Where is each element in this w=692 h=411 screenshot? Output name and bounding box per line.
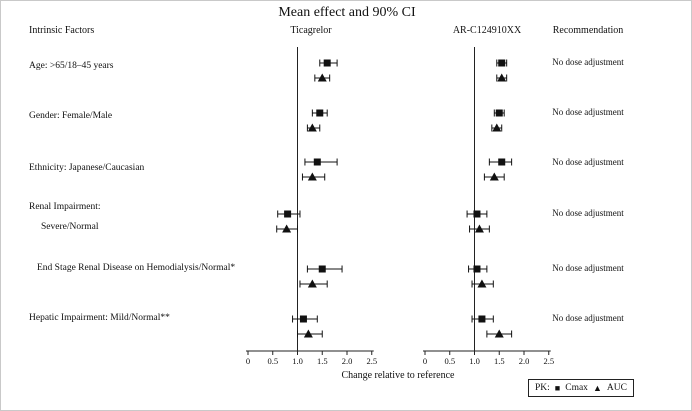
x-tick-label: 0.5 <box>267 356 278 366</box>
cmax-point-marker <box>323 59 331 67</box>
x-tick-label: 2.0 <box>342 356 353 366</box>
auc-point-marker <box>492 123 502 132</box>
x-tick-label: 0 <box>246 356 250 366</box>
x-tick-label: 2.5 <box>366 356 377 366</box>
auc-point-marker <box>497 73 507 82</box>
column-header-ticagrelor: Ticagrelor <box>290 25 332 36</box>
factor-label: Gender: Female/Male <box>29 111 113 121</box>
cmax-point-marker <box>473 265 481 273</box>
recommendation-label: No dose adjustment <box>552 57 624 67</box>
cmax-point-marker <box>495 109 503 117</box>
cmax-square-icon: ■ <box>554 382 561 393</box>
auc-point-marker <box>474 224 484 233</box>
x-tick-label: 1.5 <box>317 356 328 366</box>
factor-label: Severe/Normal <box>41 222 99 232</box>
cmax-point-marker <box>498 158 506 166</box>
recommendation-label: No dose adjustment <box>552 313 624 323</box>
x-tick-label: 2.5 <box>543 356 554 366</box>
cmax-point-marker <box>478 315 486 323</box>
x-tick-label: 0.5 <box>444 356 455 366</box>
x-tick-label: 1.5 <box>494 356 505 366</box>
x-tick-label: 1.0 <box>292 356 303 366</box>
auc-point-marker <box>307 279 317 288</box>
recommendation-label: No dose adjustment <box>552 107 624 117</box>
auc-point-marker <box>307 123 317 132</box>
factor-label: End Stage Renal Disease on Hemodialysis/… <box>37 263 236 273</box>
x-tick-label: 0 <box>423 356 427 366</box>
legend-cmax-label: Cmax <box>565 383 588 393</box>
factor-label: Hepatic Impairment: Mild/Normal** <box>29 313 170 323</box>
recommendation-label: No dose adjustment <box>552 263 624 273</box>
x-tick-label: 2.0 <box>519 356 530 366</box>
recommendation-label: No dose adjustment <box>552 157 624 167</box>
cmax-point-marker <box>316 109 324 117</box>
legend-box: PK: ■ Cmax ▲ AUC <box>528 379 634 397</box>
cmax-point-marker <box>473 210 481 218</box>
cmax-point-marker <box>299 315 307 323</box>
cmax-point-marker <box>284 210 292 218</box>
cmax-point-marker <box>318 265 326 273</box>
x-tick-label: 1.0 <box>469 356 480 366</box>
factor-label: Ethnicity: Japanese/Caucasian <box>29 163 145 173</box>
legend-auc-label: AUC <box>606 383 627 393</box>
legend-prefix: PK: <box>535 383 550 393</box>
factor-label: Renal Impairment: <box>29 202 101 212</box>
auc-point-marker <box>477 279 487 288</box>
column-header-intrinsic-factors: Intrinsic Factors <box>29 25 95 36</box>
recommendation-label: No dose adjustment <box>552 208 624 218</box>
cmax-point-marker <box>313 158 321 166</box>
column-header-arc124910xx: AR-C124910XX <box>452 25 522 36</box>
factor-label: Age: >65/18–45 years <box>29 61 114 71</box>
auc-point-marker <box>282 224 292 233</box>
cmax-point-marker <box>498 59 506 67</box>
chart-title: Mean effect and 90% CI <box>278 5 416 20</box>
auc-point-marker <box>489 172 499 181</box>
auc-triangle-icon: ▲ <box>592 382 602 393</box>
auc-point-marker <box>303 329 313 338</box>
column-header-recommendation: Recommendation <box>552 25 624 36</box>
auc-point-marker <box>307 172 317 181</box>
x-axis-label: Change relative to reference <box>341 370 455 381</box>
auc-point-marker <box>317 73 327 82</box>
auc-point-marker <box>494 329 504 338</box>
